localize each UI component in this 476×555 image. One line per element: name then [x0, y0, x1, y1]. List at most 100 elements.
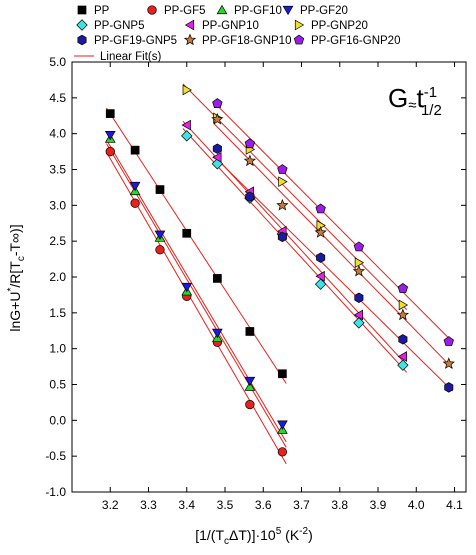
point-pp-gnp10	[212, 151, 222, 163]
point-pp-gnp10	[181, 119, 191, 131]
point-pp-gf16-gnp20	[212, 98, 223, 108]
y-tick-label: 4.0	[49, 127, 66, 141]
point-pp	[182, 228, 192, 238]
point-pp-gf16-gnp20	[277, 164, 288, 174]
point-pp-gf16-gnp20	[397, 283, 409, 293]
x-tick-label: 3.2	[102, 498, 119, 512]
y-tick-label: 0.5	[49, 378, 66, 392]
point-pp-gf19-gnp5	[277, 231, 287, 243]
y-tick-label: 3.5	[49, 163, 66, 177]
y-tick-label: 5.0	[49, 55, 66, 69]
legend-marker-pp-gf10	[216, 4, 228, 15]
legend-label-pp-gnp10: PP-GNP10	[202, 20, 259, 32]
annotation-text: G≈t-1 1/2	[388, 83, 442, 119]
y-tick-label: 2.5	[49, 234, 66, 248]
legend-marker-pp-gf16-gnp20	[293, 34, 305, 45]
x-tick-label: 3.9	[370, 498, 387, 512]
legend-marker-pp-gnp10	[184, 19, 195, 31]
point-pp-gf20	[211, 328, 223, 339]
point-pp	[213, 274, 222, 283]
point-pp-gf16-gnp20	[353, 241, 365, 252]
point-pp	[105, 109, 115, 118]
legend-label-pp-gf19-gnp5: PP-GF19-GNP5	[94, 35, 177, 47]
point-pp-gf16-gnp20	[315, 203, 326, 214]
x-tick-label: 3.4	[178, 498, 195, 512]
legend-marker-pp-gf20	[282, 5, 294, 16]
point-pp	[278, 369, 287, 379]
x-tick-label: 4.0	[408, 498, 425, 512]
legend-label-pp-gf20: PP-GF20	[300, 5, 348, 17]
point-pp-gf5	[130, 198, 140, 208]
y-tick-label: -0.5	[45, 449, 66, 463]
point-pp-gf18-gnp10	[396, 308, 410, 321]
point-pp-gf18-gnp10	[314, 226, 327, 238]
point-pp	[155, 185, 165, 194]
legend-label-pp-gnp20: PP-GNP20	[311, 20, 368, 32]
point-pp-gnp20	[398, 299, 409, 311]
point-pp-gf20	[154, 230, 166, 240]
y-tick-label: -1.0	[45, 485, 66, 499]
legend-label-linear-fit: Linear Fit(s)	[100, 51, 162, 63]
point-pp-gf19-gnp5	[316, 252, 326, 263]
point-pp-gf18-gnp10	[276, 198, 289, 211]
x-tick-label: 3.3	[140, 498, 157, 512]
point-pp-gnp5	[181, 130, 193, 142]
x-tick-label: 4.1	[446, 498, 463, 512]
point-pp-gf19-gnp5	[354, 292, 364, 303]
y-tick-label: 1.0	[49, 342, 66, 356]
legend-marker-pp-gf18-gnp10	[183, 33, 197, 46]
point-pp-gf5	[245, 399, 255, 410]
point-pp-gf5	[277, 447, 288, 457]
point-pp-gf10	[244, 381, 256, 391]
point-pp-gf19-gnp5	[444, 382, 454, 393]
fit-line	[213, 122, 453, 369]
y-tick-label: 0.0	[49, 413, 66, 427]
point-pp	[130, 145, 140, 155]
point-pp-gnp10	[315, 270, 325, 282]
x-tick-label: 3.7	[293, 498, 310, 512]
fit-line	[213, 101, 453, 343]
point-pp-gf16-gnp20	[443, 336, 454, 346]
point-pp-gf5	[105, 146, 115, 157]
y-tick-label: 3.0	[49, 198, 66, 212]
point-pp-gnp20	[354, 257, 365, 269]
x-tick-label: 3.6	[255, 498, 272, 512]
legend-label-pp-gnp5: PP-GNP5	[94, 20, 145, 32]
legend-marker-pp-gf19-gnp5	[77, 34, 87, 46]
point-pp-gf18-gnp10	[243, 154, 257, 167]
fit-line	[182, 128, 408, 373]
point-pp-gf18-gnp10	[211, 112, 224, 125]
point-pp-gf18-gnp10	[442, 357, 455, 369]
point-pp-gf19-gnp5	[398, 334, 408, 345]
y-tick-label: 4.5	[49, 91, 66, 105]
y-axis-title: lnG+U*/R[Tc-T∞)]	[6, 224, 27, 331]
x-tick-label: 3.5	[217, 498, 234, 512]
point-pp-gnp10	[397, 351, 407, 362]
legend-marker-pp-gnp20	[294, 19, 305, 31]
point-pp-gnp5	[353, 317, 365, 329]
point-pp-gf18-gnp10	[352, 264, 366, 277]
plot-frame	[71, 61, 467, 493]
point-pp-gnp20	[182, 84, 192, 96]
legend-label-pp: PP	[94, 5, 110, 17]
point-pp-gnp10	[353, 309, 363, 321]
point-pp-gf20	[104, 131, 116, 141]
point-pp	[245, 327, 255, 336]
legend-label-pp-gf18-gnp10: PP-GF18-GNP10	[202, 35, 291, 47]
point-pp-gf20	[244, 376, 256, 387]
y-tick-label: 1.5	[49, 306, 66, 320]
point-pp-gf20	[129, 181, 141, 192]
legend-label-pp-gf10: PP-GF10	[234, 5, 282, 17]
y-tick-label: 2.0	[49, 270, 66, 284]
point-pp-gf19-gnp5	[212, 143, 222, 154]
x-axis-title: [1/(TcΔT)]·105 (K-2)	[195, 526, 313, 547]
legend-marker-pp	[77, 5, 87, 15]
point-pp-gnp20	[278, 176, 288, 188]
x-tick-label: 3.8	[331, 498, 348, 512]
point-pp-gf16-gnp20	[244, 138, 256, 149]
point-pp-gf5	[155, 245, 165, 255]
legend-label-pp-gf5: PP-GF5	[164, 5, 206, 17]
point-pp-gf20	[277, 420, 288, 430]
